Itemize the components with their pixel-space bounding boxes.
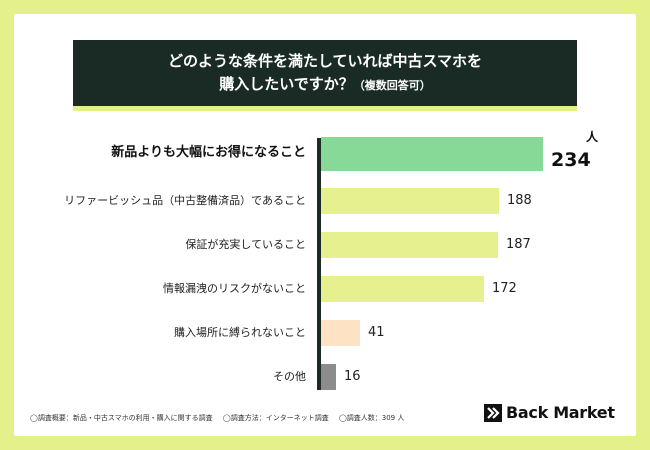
- bar-2: [321, 232, 498, 258]
- back-market-logo: Back Market: [484, 403, 615, 422]
- title-line-2: 購入したいですか？（複数回答可）: [73, 73, 577, 97]
- chart-title: どのような条件を満たしていれば中古スマホを 購入したいですか？（複数回答可）: [73, 40, 577, 111]
- bar-0: [321, 137, 543, 171]
- category-label-1: リファービッシュ品（中古整備済品）であること: [64, 194, 306, 207]
- bar-1: [321, 188, 499, 214]
- value-label-2: 187: [506, 237, 531, 252]
- value-label-5: 16: [344, 369, 361, 384]
- value-label-3: 172: [492, 281, 517, 296]
- brand-name: Back Market: [506, 403, 615, 422]
- value-label-0: 234: [551, 149, 591, 171]
- title-line-2-main: 購入したいですか？: [219, 74, 354, 93]
- bar-5: [321, 364, 336, 390]
- bar-3: [321, 276, 484, 302]
- value-label-4: 41: [368, 325, 385, 340]
- footnote: ◯調査概要：新品・中古スマホの利用・購入に関する調査 ◯調査方法：インターネット…: [30, 413, 412, 423]
- footnote-survey-overview: ◯調査概要：新品・中古スマホの利用・購入に関する調査: [30, 414, 213, 422]
- category-label-5: その他: [273, 370, 306, 383]
- back-market-logo-icon: [484, 403, 502, 422]
- unit-label: 人: [586, 130, 599, 144]
- chart-card: どのような条件を満たしていれば中古スマホを 購入したいですか？（複数回答可） 人…: [14, 14, 636, 436]
- y-axis-line: [317, 138, 321, 390]
- category-label-3: 情報漏洩のリスクがないこと: [163, 282, 306, 295]
- footnote-survey-count: ◯調査人数：309 人: [338, 414, 405, 422]
- bar-4: [321, 320, 360, 346]
- category-label-4: 購入場所に縛られないこと: [174, 326, 306, 339]
- title-note: （複数回答可）: [353, 78, 431, 92]
- footnote-survey-method: ◯調査方法：インターネット調査: [222, 414, 329, 422]
- value-label-1: 188: [507, 193, 532, 208]
- category-label-0: 新品よりも大幅にお得になること: [111, 145, 306, 160]
- title-line-1: どのような条件を満たしていれば中古スマホを: [167, 51, 483, 70]
- category-label-2: 保証が充実していること: [185, 238, 306, 251]
